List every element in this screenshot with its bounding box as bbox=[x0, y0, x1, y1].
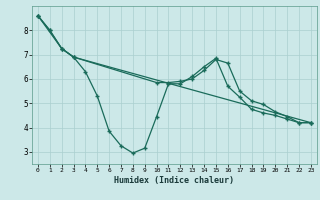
X-axis label: Humidex (Indice chaleur): Humidex (Indice chaleur) bbox=[115, 176, 234, 185]
